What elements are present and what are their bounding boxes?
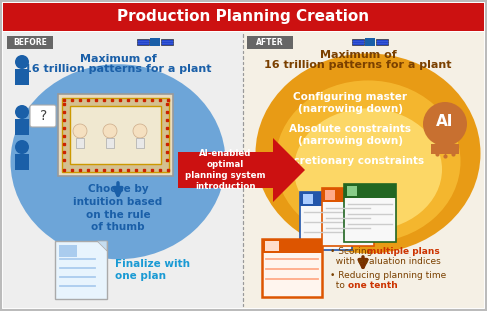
Circle shape xyxy=(15,105,29,119)
Text: 16 trillion patterns for a plant: 16 trillion patterns for a plant xyxy=(264,60,452,70)
Bar xyxy=(344,184,396,242)
Text: AFTER: AFTER xyxy=(256,38,284,47)
Text: Finalize with: Finalize with xyxy=(115,259,190,269)
Ellipse shape xyxy=(11,64,225,259)
FancyBboxPatch shape xyxy=(30,105,56,127)
Polygon shape xyxy=(97,241,107,251)
Bar xyxy=(322,188,374,246)
Bar xyxy=(15,69,29,85)
Ellipse shape xyxy=(294,109,442,230)
Bar xyxy=(137,39,149,45)
Circle shape xyxy=(423,102,467,146)
Bar xyxy=(3,32,243,308)
Bar xyxy=(431,144,459,154)
Circle shape xyxy=(73,124,87,138)
Text: Maximum of: Maximum of xyxy=(80,54,156,64)
Text: one plan: one plan xyxy=(115,271,166,281)
Circle shape xyxy=(103,124,117,138)
Circle shape xyxy=(15,140,29,154)
Bar xyxy=(15,119,29,135)
Circle shape xyxy=(133,124,147,138)
Text: Configuring master: Configuring master xyxy=(293,92,407,102)
Text: ?: ? xyxy=(40,109,48,123)
Bar xyxy=(300,192,352,250)
Bar xyxy=(150,38,160,46)
Text: (narrowing down): (narrowing down) xyxy=(298,104,402,114)
Text: Maximum of: Maximum of xyxy=(319,50,396,60)
Bar xyxy=(322,188,374,202)
Bar xyxy=(325,190,335,200)
Bar xyxy=(58,94,173,176)
Text: to: to xyxy=(330,281,348,290)
Bar xyxy=(106,138,114,148)
Bar xyxy=(265,241,279,251)
Bar xyxy=(3,3,484,31)
Text: Absolute constraints: Absolute constraints xyxy=(289,124,411,134)
Text: Discretionary constraints: Discretionary constraints xyxy=(276,156,425,166)
Bar xyxy=(161,39,173,45)
Bar xyxy=(247,36,293,49)
Bar xyxy=(55,241,107,299)
Bar xyxy=(303,194,313,204)
Bar xyxy=(300,192,352,206)
Ellipse shape xyxy=(256,53,481,253)
Text: Production Planning Creation: Production Planning Creation xyxy=(117,10,370,25)
Bar xyxy=(352,39,364,45)
Bar xyxy=(347,186,357,196)
Bar xyxy=(365,38,375,46)
Bar xyxy=(15,154,29,170)
Polygon shape xyxy=(178,138,305,202)
Bar xyxy=(7,36,53,49)
Text: Choose by
intuition based
on the rule
of thumb: Choose by intuition based on the rule of… xyxy=(74,184,163,232)
Ellipse shape xyxy=(276,81,461,243)
Text: with evaluation indices: with evaluation indices xyxy=(330,257,441,266)
Bar xyxy=(70,106,161,164)
Bar xyxy=(376,39,388,45)
Text: 16 trillion patterns for a plant: 16 trillion patterns for a plant xyxy=(24,64,212,74)
Text: BEFORE: BEFORE xyxy=(13,38,47,47)
Text: • Reducing planning time: • Reducing planning time xyxy=(330,271,446,280)
Text: multiple plans: multiple plans xyxy=(367,247,440,256)
Bar xyxy=(262,239,322,253)
Text: (narrowing down): (narrowing down) xyxy=(298,136,402,146)
Text: AI: AI xyxy=(436,114,454,129)
Text: one tenth: one tenth xyxy=(348,281,398,290)
Circle shape xyxy=(15,55,29,69)
Bar xyxy=(344,184,396,198)
Bar xyxy=(262,239,322,297)
Bar xyxy=(243,32,484,308)
Bar xyxy=(76,138,84,148)
Text: • Scoring: • Scoring xyxy=(330,247,375,256)
Bar xyxy=(59,245,77,257)
Bar xyxy=(136,138,144,148)
Bar xyxy=(62,98,169,172)
Text: AI-enabled
optimal
planning system
introduction: AI-enabled optimal planning system intro… xyxy=(185,149,266,191)
